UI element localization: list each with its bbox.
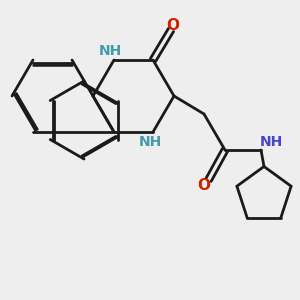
- Text: NH: NH: [99, 44, 122, 58]
- Text: NH: NH: [138, 136, 162, 149]
- Text: O: O: [166, 18, 179, 33]
- Text: NH: NH: [260, 136, 283, 149]
- Text: O: O: [197, 178, 211, 194]
